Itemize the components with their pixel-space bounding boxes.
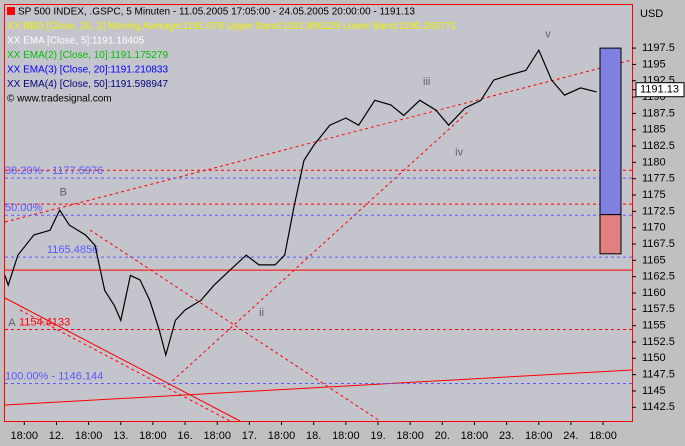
y-tick-label: 1145 [642, 385, 666, 397]
x-tick-label: 18:00 [589, 430, 617, 442]
wave-label: iv [455, 146, 463, 158]
y-tick-label: 1155 [642, 320, 666, 332]
legend-entry: XX BBD [Close, 20, 2] Moving Average:119… [7, 21, 457, 32]
legend: SP 500 INDEX, .GSPC, 5 Minuten - 11.05.2… [7, 7, 457, 105]
y-tick-label: 1162.5 [642, 271, 675, 283]
y-tick-label: 1147.5 [642, 369, 675, 381]
x-tick-label: 18:00 [75, 430, 103, 442]
fib-label: 50.00% [5, 202, 43, 214]
y-tick-label: 1170 [642, 222, 666, 234]
x-tick-label: 18:00 [203, 430, 231, 442]
x-tick-label: 23. [499, 430, 514, 442]
x-tick-label: 18:00 [139, 430, 167, 442]
legend-entry: XX EMA [Close, 5]:1191.18405 [7, 36, 145, 47]
x-tick-label: 18:00 [11, 430, 39, 442]
x-tick-label: 18:00 [268, 430, 296, 442]
x-tick-label: 13. [113, 430, 128, 442]
y-tick-label: 1185 [642, 124, 666, 136]
wave-label: ii [259, 307, 264, 319]
trendline [167, 109, 471, 386]
y-tick-label: 1175 [642, 189, 666, 201]
y-tick-label: 1165 [642, 254, 666, 266]
x-tick-label: 18:00 [396, 430, 424, 442]
y-tick-label: 1172.5 [642, 205, 675, 217]
last-value-label: 1191.13 [640, 84, 679, 96]
x-tick-label: 24. [563, 430, 578, 442]
x-tick-label: 16. [177, 430, 192, 442]
legend-entry: XX EMA(3) [Close, 20]:1191.210833 [7, 65, 168, 76]
legend-entry: XX EMA(2) [Close, 10]:1191.175279 [7, 50, 168, 61]
x-tick-label: 18:00 [332, 430, 360, 442]
fib-label: 38.20% - 1177.5976 [5, 165, 103, 177]
legend-entry: © www.tradesignal.com [7, 94, 112, 105]
trendline [4, 369, 633, 406]
y-tick-label: 1157.5 [642, 303, 675, 315]
y-tick-label: 1150 [642, 352, 666, 364]
range-bar [599, 47, 622, 216]
y-tick-label: 1197.5 [642, 42, 675, 54]
wave-label: iii [423, 76, 430, 88]
y-tick-label: 1177.5 [642, 173, 675, 185]
trendline [4, 297, 241, 422]
price-line [4, 48, 597, 358]
legend-icon [7, 7, 15, 15]
x-tick-label: 18. [306, 430, 321, 442]
y-tick-label: 1142.5 [642, 401, 675, 413]
range-bar [599, 214, 622, 255]
x-tick-label: 18:00 [461, 430, 489, 442]
fib-label: 100.00% - 1146.144 [5, 370, 103, 382]
x-tick-label: 17. [242, 430, 257, 442]
x-tick-label: 19. [370, 430, 385, 442]
y-tick-label: 1180 [642, 156, 666, 168]
trendlines [4, 59, 633, 422]
x-tick-label: 12. [49, 430, 64, 442]
y-axis-label: USD [640, 8, 663, 20]
y-tick-label: 1152.5 [642, 336, 675, 348]
trendline [89, 229, 381, 422]
wave-label: v [545, 28, 551, 40]
legend-entry: SP 500 INDEX, .GSPC, 5 Minuten - 11.05.2… [18, 7, 415, 18]
y-tick-label: 1160 [642, 287, 666, 299]
y-tick-label: 1195 [642, 58, 666, 70]
y-tick-label: 1187.5 [642, 107, 675, 119]
last-value-box [635, 82, 685, 98]
legend-entry: XX EMA(4) [Close, 50]:1191.598947 [7, 79, 168, 90]
x-tick-label: 18:00 [525, 430, 553, 442]
x-tick-label: 20. [435, 430, 450, 442]
y-tick-label: 1182.5 [642, 140, 675, 152]
wave-label: B [60, 186, 67, 198]
y-tick-label: 1167.5 [642, 238, 675, 250]
wave-label: A [8, 317, 16, 329]
fib-label: 1165.4856 [47, 244, 98, 256]
fib-label: 1154.4133 [19, 316, 70, 328]
